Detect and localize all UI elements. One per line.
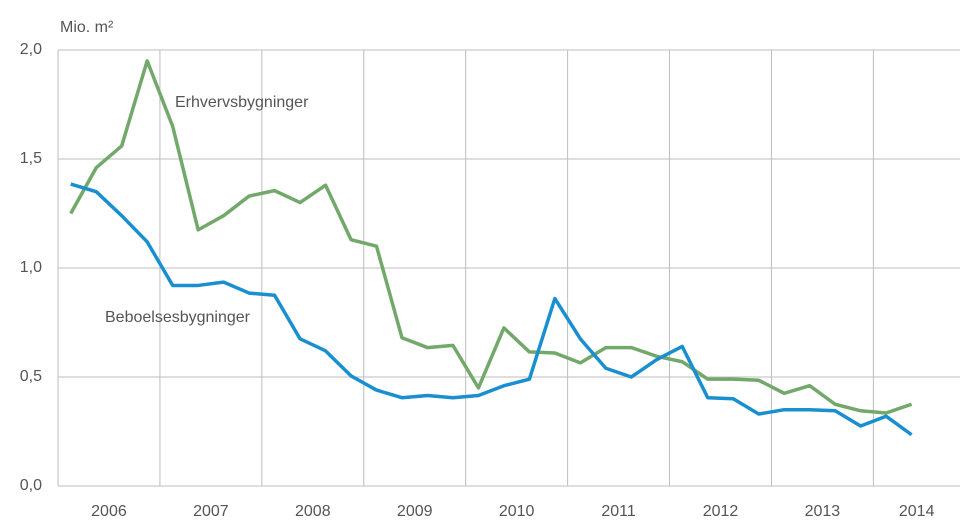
x-tick-label: 2008 [295,503,331,520]
y-tick-label: 0,0 [20,477,42,494]
x-tick-label: 2014 [899,503,935,520]
y-tick-label: 2,0 [20,41,42,58]
x-tick-label: 2013 [805,503,841,520]
series-label: Erhvervsbygninger [175,94,309,111]
x-tick-label: 2006 [91,503,127,520]
y-tick-label: 0,5 [20,368,42,385]
x-tick-label: 2011 [601,503,636,520]
x-tick-label: 2009 [397,503,433,520]
series-label: Beboelsesbygninger [105,309,251,326]
y-tick-label: 1,0 [20,259,42,276]
y-axis-label: Mio. m² [60,19,114,36]
x-tick-label: 2012 [703,503,739,520]
x-tick-label: 2010 [499,503,535,520]
y-tick-label: 1,5 [20,150,42,167]
x-tick-label: 2007 [193,503,229,520]
line [70,182,913,437]
line [69,59,913,415]
